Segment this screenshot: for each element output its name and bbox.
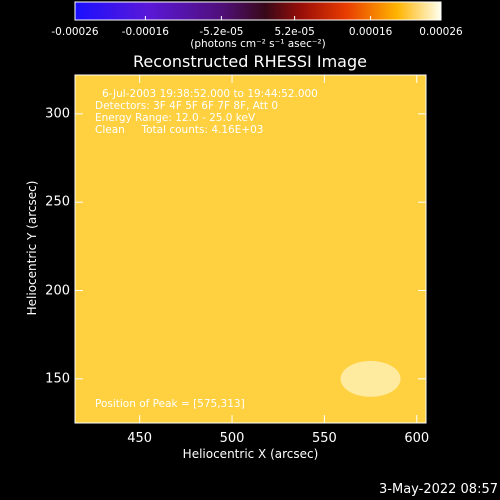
x-axis-label: Heliocentric X (arcsec) <box>182 447 319 461</box>
x-tick-label: 550 <box>311 431 337 446</box>
colorbar-tick-label: -5.2e-05 <box>199 26 244 38</box>
plot-frame <box>74 74 427 424</box>
y-tick-label: 250 <box>45 194 70 210</box>
colorbar-tick-label: 0.00016 <box>348 26 393 38</box>
y-axis-label: Heliocentric Y (arcsec) <box>25 180 39 316</box>
y-tick-label: 300 <box>45 106 70 122</box>
annotation-clean-counts: Clean Total counts: 4.16E+03 <box>95 124 264 136</box>
annotation-time-range: 6-Jul-2003 19:38:52.000 to 19:44:52.000 <box>102 88 318 100</box>
annotation-energy-range: Energy Range: 12.0 - 25.0 keV <box>95 112 256 124</box>
colorbar-tick-label: 5.2e-05 <box>274 26 315 38</box>
x-tick-label: 500 <box>219 431 245 446</box>
colorbar-units-label: (photons cm⁻² s⁻¹ asec⁻²) <box>190 38 326 50</box>
x-tick-label: 600 <box>404 431 430 446</box>
colorbar <box>74 1 442 21</box>
colorbar-gradient <box>74 1 442 21</box>
y-tick-label: 200 <box>45 283 70 298</box>
peak-position-label: Position of Peak = [575,313] <box>95 398 245 410</box>
colorbar-tick-label: -0.00026 <box>51 26 99 38</box>
timestamp: 3-May-2022 08:57 <box>379 482 498 497</box>
colorbar-tick-label: -0.00016 <box>121 26 169 38</box>
heatmap-hotspot <box>340 360 401 397</box>
annotation-detectors: Detectors: 3F 4F 5F 6F 7F 8F, Att 0 <box>95 100 279 112</box>
axis-tick-marks <box>75 75 426 423</box>
y-tick-label: 150 <box>45 371 70 387</box>
chart-title: Reconstructed RHESSI Image <box>133 52 367 71</box>
annotation-block: 6-Jul-2003 19:38:52.000 to 19:44:52.000 … <box>95 88 318 136</box>
heatmap-image <box>75 75 426 423</box>
x-tick-label: 450 <box>127 431 153 446</box>
colorbar-tick-label: 0.00026 <box>419 26 463 38</box>
